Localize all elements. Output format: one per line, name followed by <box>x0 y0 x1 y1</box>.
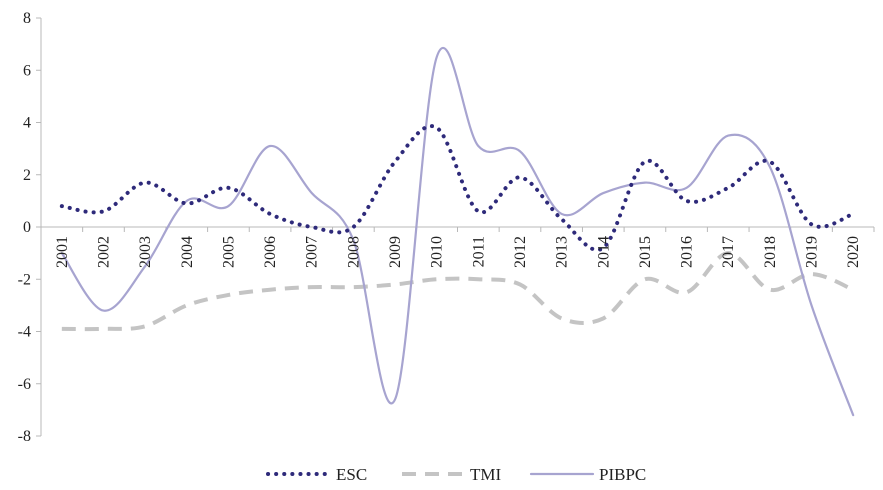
x-tick-label: 2006 <box>262 236 279 268</box>
x-tick-label: 2004 <box>179 236 196 268</box>
series-lines <box>59 46 856 417</box>
x-tick-label: 2017 <box>720 236 737 268</box>
x-tick-label: 2003 <box>137 236 154 268</box>
x-tick-label: 2007 <box>304 236 321 268</box>
legend-label-tmi: TMI <box>470 465 502 484</box>
legend: ESC TMI PIBPC <box>266 465 646 484</box>
series-line-pibpc <box>60 46 855 417</box>
y-tick-label: -6 <box>18 376 31 393</box>
y-tick-label: 4 <box>23 115 31 132</box>
x-tick-label: 2001 <box>54 236 71 268</box>
x-tick-label: 2012 <box>512 236 529 268</box>
y-tick-label: 8 <box>23 10 31 27</box>
x-tick-label: 2018 <box>762 236 779 268</box>
y-tick-label: 0 <box>23 219 31 236</box>
y-tick-label: -2 <box>18 271 31 288</box>
y-tick-label: -4 <box>18 324 31 341</box>
y-tick-label: -8 <box>18 428 31 445</box>
y-tick-label: 2 <box>23 167 31 184</box>
x-tick-label: 2008 <box>345 236 362 268</box>
x-tick-label: 2005 <box>220 236 237 268</box>
x-tick-label: 2015 <box>637 236 654 268</box>
axes: -8 -6 -4 -2 0 2 4 6 8 <box>18 10 875 445</box>
x-tick-label: 2016 <box>679 236 696 268</box>
x-tick-label: 2014 <box>595 236 612 268</box>
series-line-tmi <box>61 251 854 332</box>
legend-label-esc: ESC <box>336 465 367 484</box>
x-tick-label: 2010 <box>429 236 446 268</box>
x-tick-label: 2019 <box>804 236 821 268</box>
y-tick-label: 6 <box>23 62 31 79</box>
x-tick-label: 2013 <box>554 236 571 268</box>
x-tick-label: 2009 <box>387 236 404 268</box>
legend-label-pibpc: PIBPC <box>599 465 646 484</box>
x-tick-labels: 2001 2002 2003 2004 2005 2006 2007 2008 2009 2010… <box>54 236 862 268</box>
x-tick-label: 2020 <box>845 236 862 268</box>
x-tick-label: 2002 <box>95 236 112 268</box>
x-tick-label: 2011 <box>470 236 487 267</box>
